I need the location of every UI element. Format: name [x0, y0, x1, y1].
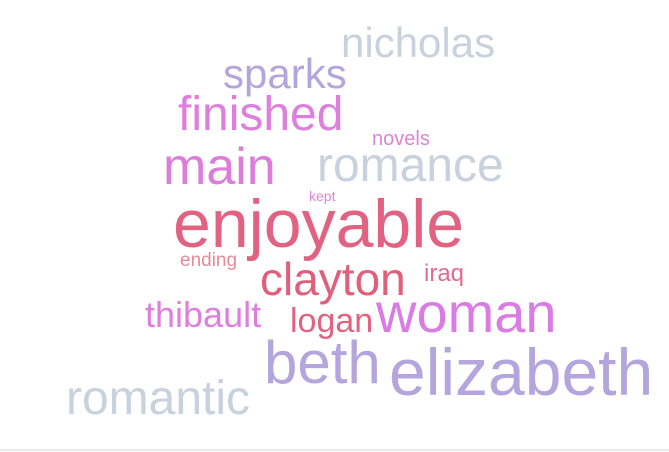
- word-main: main: [163, 138, 276, 196]
- word-kept: kept: [309, 188, 336, 204]
- word-ending: ending: [180, 250, 238, 271]
- word-iraq: iraq: [424, 260, 465, 287]
- word-sparks: sparks: [223, 50, 347, 97]
- word-romance: romance: [317, 139, 504, 192]
- word-novels: novels: [372, 128, 430, 150]
- word-finished: finished: [178, 88, 344, 141]
- word-enjoyable: enjoyable: [173, 186, 465, 262]
- word-beth: beth: [264, 329, 381, 396]
- word-woman: woman: [376, 281, 557, 344]
- word-logan: logan: [290, 302, 374, 340]
- word-nicholas: nicholas: [341, 19, 496, 66]
- word-elizabeth: elizabeth: [389, 335, 654, 409]
- word-clayton: clayton: [260, 253, 406, 305]
- word-thibault: thibault: [145, 294, 262, 335]
- bottom-divider: [0, 449, 669, 451]
- word-romantic: romantic: [66, 372, 251, 425]
